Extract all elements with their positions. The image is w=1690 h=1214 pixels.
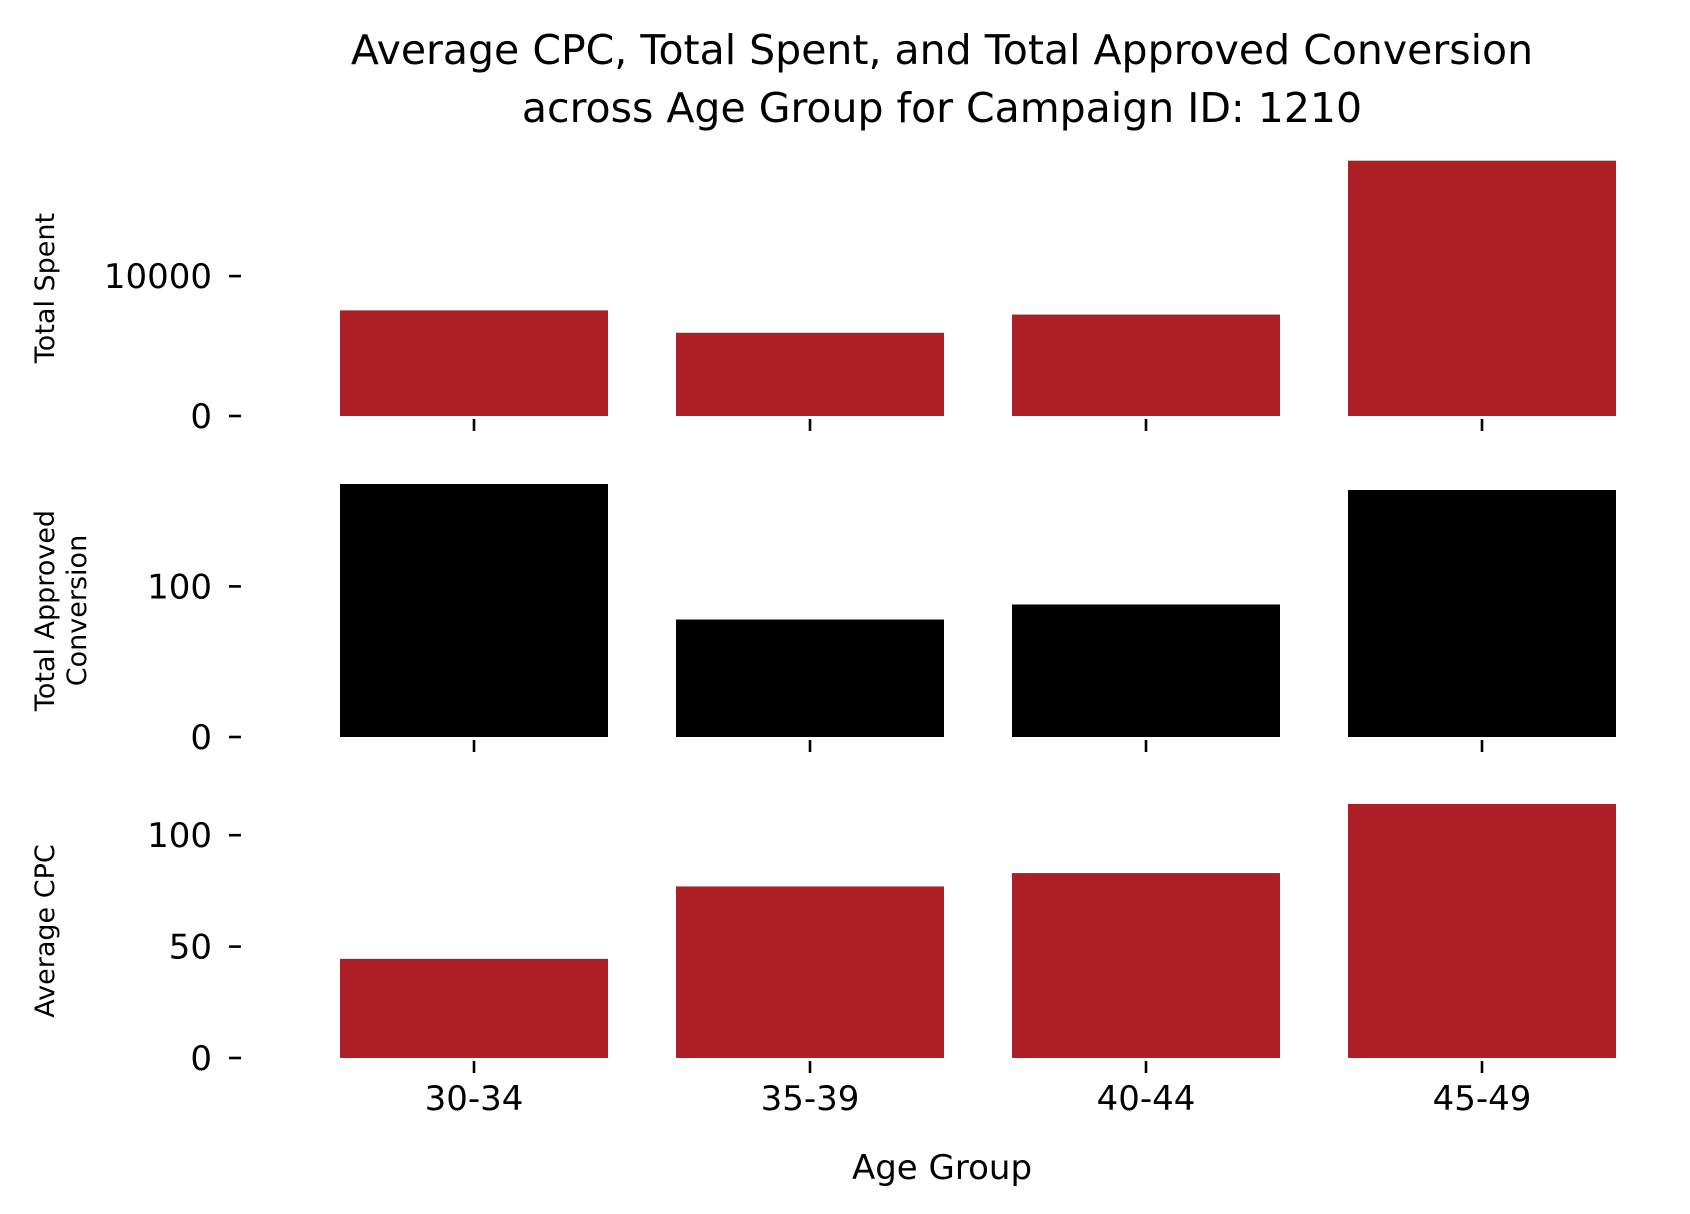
x-axis-label: Age Group: [852, 1148, 1032, 1188]
y-tick-label-average-cpc-50: 50: [169, 928, 212, 968]
y-tick-label-total-spent-0: 0: [190, 397, 212, 437]
chart-title: Average CPC, Total Spent, and Total Appr…: [351, 26, 1533, 132]
panel-average-cpc: 0 50 100 Average CPC: [30, 804, 1616, 1079]
bar-total-approved-conversion-30-34: [340, 484, 608, 737]
bar-total-approved-conversion-45-49: [1348, 490, 1616, 737]
y-tick-label-average-cpc-0: 0: [190, 1039, 212, 1079]
y-axis-label-line-total-approved-conversion-1: Conversion: [62, 535, 93, 686]
panel-total-approved-conversion: 0 100 Total ApprovedConversion: [30, 484, 1616, 758]
y-axis-label-line-total-approved-conversion-0: Total Approved: [30, 510, 61, 712]
bar-average-cpc-35-39: [676, 886, 944, 1058]
x-tick-label-35-39: 35-39: [761, 1079, 860, 1119]
y-axis-label-total-spent: Total Spent: [30, 213, 61, 364]
x-tick-label-30-34: 30-34: [425, 1079, 524, 1119]
bar-total-spent-45-49: [1348, 160, 1616, 416]
panel-total-spent: 0 10000 Total Spent: [30, 160, 1616, 437]
y-tick-label-total-approved-conversion-100: 100: [147, 567, 212, 607]
bar-total-approved-conversion-40-44: [1012, 604, 1280, 737]
y-axis-label-total-approved-conversion: Total ApprovedConversion: [30, 510, 93, 712]
y-axis-label-line-average-cpc-0: Average CPC: [30, 844, 61, 1017]
bar-total-spent-30-34: [340, 310, 608, 416]
y-tick-label-average-cpc-100: 100: [147, 816, 212, 856]
chart-title-line-2: across Age Group for Campaign ID: 1210: [522, 84, 1362, 132]
bar-average-cpc-45-49: [1348, 804, 1616, 1058]
y-tick-label-total-approved-conversion-0: 0: [190, 718, 212, 758]
bar-average-cpc-40-44: [1012, 873, 1280, 1058]
bar-total-spent-35-39: [676, 332, 944, 416]
x-tick-label-45-49: 45-49: [1433, 1079, 1532, 1119]
y-axis-label-line-total-spent-0: Total Spent: [30, 213, 61, 364]
y-tick-label-total-spent-10000: 10000: [104, 257, 212, 297]
chart-title-line-1: Average CPC, Total Spent, and Total Appr…: [351, 26, 1533, 74]
chart-panels: 0 10000 Total Spent 0 100 Total ApprovedConve…: [30, 160, 1616, 1079]
bar-total-approved-conversion-35-39: [676, 619, 944, 737]
x-axis: 30-34 35-39 40-44 45-49: [425, 1079, 1532, 1119]
x-tick-label-40-44: 40-44: [1097, 1079, 1196, 1119]
bar-average-cpc-30-34: [340, 958, 608, 1058]
y-axis-label-average-cpc: Average CPC: [30, 844, 61, 1017]
bar-total-spent-40-44: [1012, 314, 1280, 416]
